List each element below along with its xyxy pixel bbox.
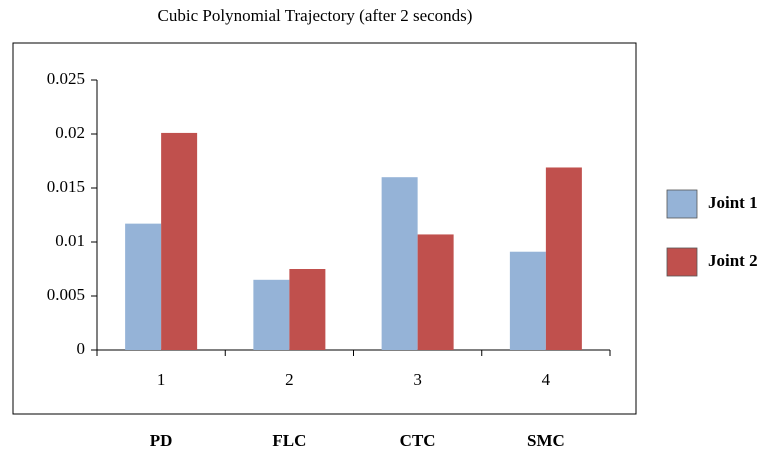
group-label: CTC: [400, 431, 436, 450]
bar: [253, 279, 290, 350]
y-tick-label: 0: [77, 339, 86, 358]
bar: [509, 251, 546, 350]
x-tick-label: 4: [542, 370, 551, 389]
x-tick-label: 2: [285, 370, 294, 389]
bar: [161, 132, 198, 350]
legend-label: Joint 2: [708, 251, 758, 270]
bar: [381, 177, 418, 350]
bar: [545, 167, 582, 350]
plot-frame: [12, 42, 637, 415]
x-tick-label: 3: [413, 370, 422, 389]
legend-swatch: [666, 247, 698, 277]
y-tick-label: 0.005: [47, 285, 85, 304]
group-label: SMC: [527, 431, 565, 450]
bar: [125, 223, 162, 350]
y-tick-label: 0.015: [47, 177, 85, 196]
group-label: PD: [150, 431, 173, 450]
group-label: FLC: [272, 431, 306, 450]
legend-label: Joint 1: [708, 193, 758, 212]
bar: [417, 234, 454, 350]
x-tick-label: 1: [157, 370, 166, 389]
y-tick-label: 0.01: [55, 231, 85, 250]
y-tick-label: 0.025: [47, 69, 85, 88]
y-tick-label: 0.02: [55, 123, 85, 142]
bar: [289, 269, 326, 350]
chart-title: Cubic Polynomial Trajectory (after 2 sec…: [158, 6, 473, 25]
legend-swatch: [666, 189, 698, 219]
